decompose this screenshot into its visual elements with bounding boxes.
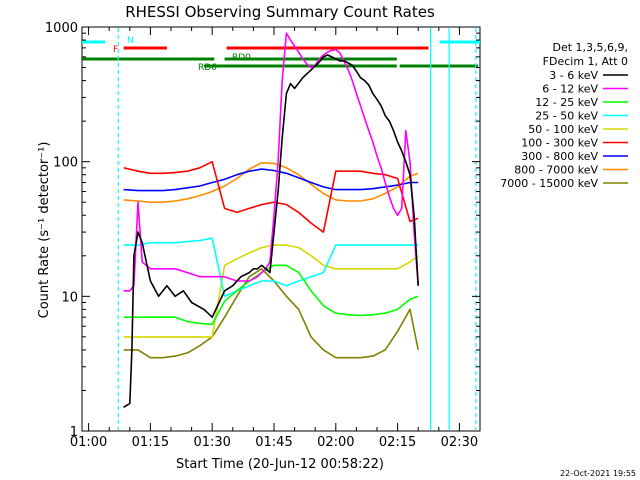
legend-entry-label: 100 - 300 keV (521, 137, 598, 150)
legend-header: Det 1,3,5,6,9, (552, 41, 628, 54)
series-line-4 (123, 237, 419, 298)
series-line-8 (123, 162, 419, 203)
y-tick-label: 100 (53, 156, 78, 171)
legend-entry-label: 300 - 800 keV (521, 150, 598, 163)
legend-entry-label: 25 - 50 keV (535, 110, 598, 123)
legend-entry-label: 7000 - 15000 keV (500, 177, 598, 190)
legend-header: FDecim 1, Att 0 (543, 55, 628, 68)
x-axis-label: Start Time (20-Jun-12 00:58:22) (176, 457, 384, 472)
annotation-label-n: N (127, 36, 134, 46)
x-tick-label: 02:30 (441, 435, 478, 450)
annotation-label-f: F (113, 45, 118, 55)
series-line-5 (123, 244, 419, 338)
series-line-7 (123, 168, 419, 192)
x-tick-label: 01:15 (132, 435, 169, 450)
legend-entry-label: 12 - 25 keV (535, 96, 598, 109)
legend: Det 1,3,5,6,9, FDecim 1, Att 0 3 - 6 keV… (500, 41, 628, 190)
x-tick-label: 01:00 (70, 435, 107, 450)
x-tick-label: 02:15 (379, 435, 416, 450)
footer-date: 22-Oct-2021 19:55 (560, 469, 636, 478)
y-tick-label: 1000 (45, 21, 78, 36)
legend-entry-label: 6 - 12 keV (542, 83, 598, 96)
series-line-6 (123, 160, 419, 233)
x-tick-label: 02:00 (317, 435, 354, 450)
x-tick-label: 01:45 (255, 435, 292, 450)
annotation-label-rd6: RD6 (198, 63, 217, 73)
y-axis-label: Count Rate (s⁻¹ detector⁻¹) (37, 142, 52, 319)
legend-entry-label: 50 - 100 keV (528, 123, 598, 136)
series-line-1 (123, 54, 419, 408)
annotation-label-rd0: RD0 (232, 53, 251, 63)
legend-entry-label: 3 - 6 keV (549, 69, 598, 82)
series-line-3 (123, 264, 419, 326)
y-tick-label: 1 (70, 425, 78, 440)
chart-title: RHESSI Observing Summary Count Rates (125, 3, 435, 21)
plot-frame (81, 26, 481, 432)
series-line-9 (123, 267, 419, 359)
legend-entry-label: 800 - 7000 keV (514, 164, 598, 177)
x-tick-label: 01:30 (193, 435, 230, 450)
y-tick-label: 10 (61, 290, 78, 305)
plot-area: NF RD0 RD6 1 10 100 1000 01:00 01:15 01:30 01:45 02… (45, 21, 481, 450)
series-line-2 (123, 32, 419, 292)
